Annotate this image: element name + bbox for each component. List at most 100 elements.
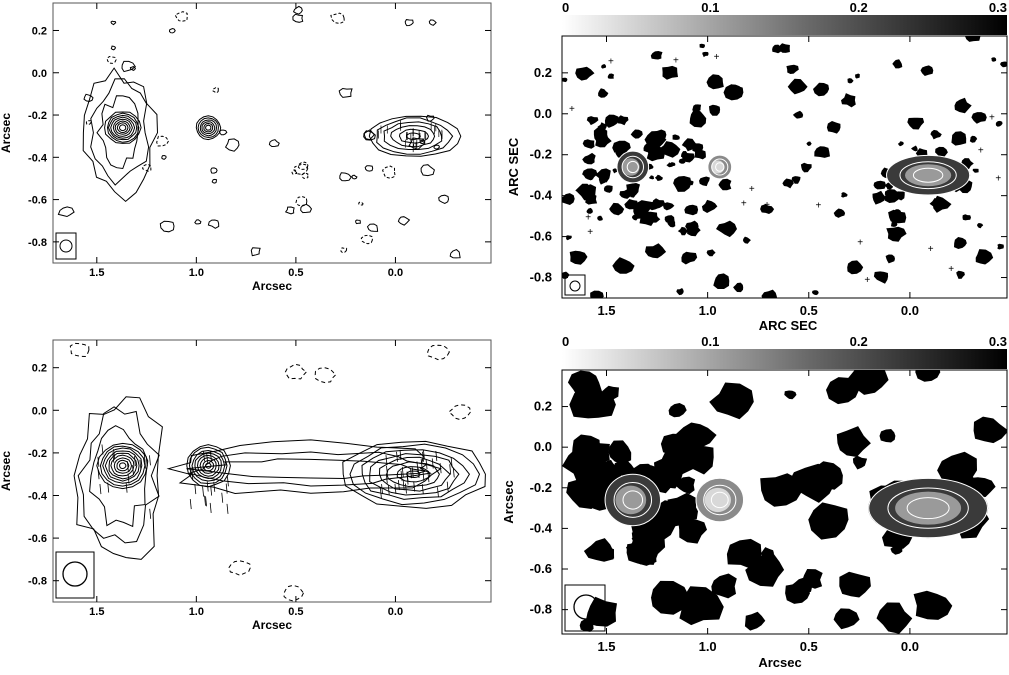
polarization-vector: [205, 496, 207, 507]
y-tick-label: 0.2: [534, 399, 552, 414]
colorbar-ticks: 0 0.1 0.2 0.3: [562, 0, 1007, 15]
contour-knot: [205, 462, 212, 469]
polarization-patch: [886, 226, 907, 242]
polarization-patch: [639, 211, 658, 226]
polarization-patch: [841, 93, 856, 108]
contour-noise: [364, 165, 374, 172]
polarization-patch: [800, 162, 812, 173]
plot-frame: [52, 339, 492, 603]
panel-bottom-left: 1.5 1.0 0.5 0.0 0.2 0.0 -0.2 -0.4 -0.6 -0.8 Arcse…: [0, 339, 492, 632]
polarization-patch: [885, 254, 895, 264]
polarization-patch: [855, 73, 860, 79]
polarization-patch: [709, 382, 754, 420]
polarization-patch: [786, 64, 799, 74]
plus-marker: +: [749, 184, 755, 195]
polarization-vector: [97, 469, 100, 480]
polarization-vector: [387, 485, 390, 496]
polarization-patch: [833, 208, 846, 218]
y-tick-label: 0.0: [32, 68, 47, 80]
beam-box: [55, 551, 95, 599]
x-tick-label: 0.5: [288, 267, 303, 279]
polarization-patch: [609, 202, 625, 216]
contour-noise: [284, 206, 295, 215]
contour-envelope: [90, 78, 150, 186]
polarization-patch: [792, 110, 804, 119]
polarization-patch: [687, 224, 701, 237]
y-tick-label: -0.2: [530, 480, 552, 495]
polarization-patch: [847, 78, 854, 84]
polarization-patch: [913, 590, 953, 620]
polarization-patch: [671, 497, 698, 523]
y-tick-label: -0.8: [530, 270, 552, 285]
polarization-patch: [808, 502, 849, 540]
overlay-contour: [887, 487, 969, 529]
plot-frame: [561, 35, 1008, 299]
polarization-patch: [630, 129, 643, 139]
axes: 1.5 1.0 0.5 0.0 0.2 0.0 -0.2 -0.4 -0.6 -0.8: [530, 36, 1007, 318]
plus-marker: +: [608, 57, 614, 68]
colorbar-tick-label: 0: [562, 0, 569, 15]
polarization-patch: [624, 199, 639, 210]
polarization-patch: [652, 129, 667, 140]
polarization-patch: [566, 235, 572, 241]
polarization-patch: [604, 114, 619, 128]
polarization-patch: [649, 175, 655, 180]
polarization-patch: [575, 183, 593, 197]
polarization-vector: [149, 508, 152, 519]
colorbar-tick-label: 0.2: [850, 0, 868, 15]
overlay-contour: [703, 484, 737, 516]
y-axis-label: Arcsec: [501, 480, 516, 523]
polarization-patch: [672, 134, 680, 140]
polarization-patch: [790, 577, 813, 595]
plus-marker: +: [978, 145, 984, 156]
polarization-patch: [593, 127, 609, 143]
beam-box: [564, 584, 606, 632]
polarization-vector: [386, 465, 388, 476]
polarization-patch: [836, 426, 871, 457]
x-tick-label: 1.0: [699, 303, 717, 318]
polarization-patch: [612, 257, 635, 274]
polarization-patch: [652, 198, 666, 209]
polarization-patch: [598, 88, 609, 98]
contour-bridge: [187, 451, 433, 487]
polarization-vector: [423, 449, 425, 460]
polarization-vector: [431, 458, 434, 469]
contour-core: [102, 447, 143, 484]
y-axis-label: Arcsec: [0, 113, 13, 153]
contour-noise: [295, 196, 308, 207]
polarization-patch: [892, 59, 903, 69]
y-tick-label: -0.4: [28, 152, 48, 164]
polarization-patch: [991, 57, 997, 62]
polarization-patch: [997, 243, 1004, 250]
beam-box: [55, 232, 77, 260]
contour-noise: [291, 169, 298, 175]
polarization-patch: [701, 199, 718, 213]
polarization-patch: [812, 290, 819, 296]
contour-negative: [283, 584, 305, 602]
polarization-patch: [601, 385, 619, 400]
polarization-patch: [956, 270, 965, 279]
contour-knot: [203, 122, 214, 133]
plus-marker: +: [864, 275, 870, 286]
contour-lobe: [376, 117, 454, 155]
polarization-vector: [385, 455, 388, 466]
polarization-patch: [668, 403, 687, 418]
source-intensity: [895, 491, 962, 525]
polarization-patch: [826, 121, 841, 134]
polarization-patch: [723, 84, 744, 101]
x-tick-label: 0.0: [388, 606, 403, 618]
contour-noise: [363, 129, 375, 141]
polarization-patch: [676, 288, 684, 296]
polarization-vector: [107, 482, 110, 493]
contour-knot: [186, 444, 231, 488]
contour-noise: [168, 27, 176, 34]
contour-noise: [300, 203, 313, 214]
contour-knot: [199, 119, 218, 137]
contour-noise: [211, 178, 218, 184]
polarization-patch: [601, 64, 607, 69]
plus-marker: +: [857, 237, 863, 248]
polarization-patch: [760, 204, 775, 214]
polarization-vector: [427, 472, 430, 483]
polarization-vector: [112, 452, 115, 463]
y-tick-label: -0.4: [530, 520, 553, 535]
